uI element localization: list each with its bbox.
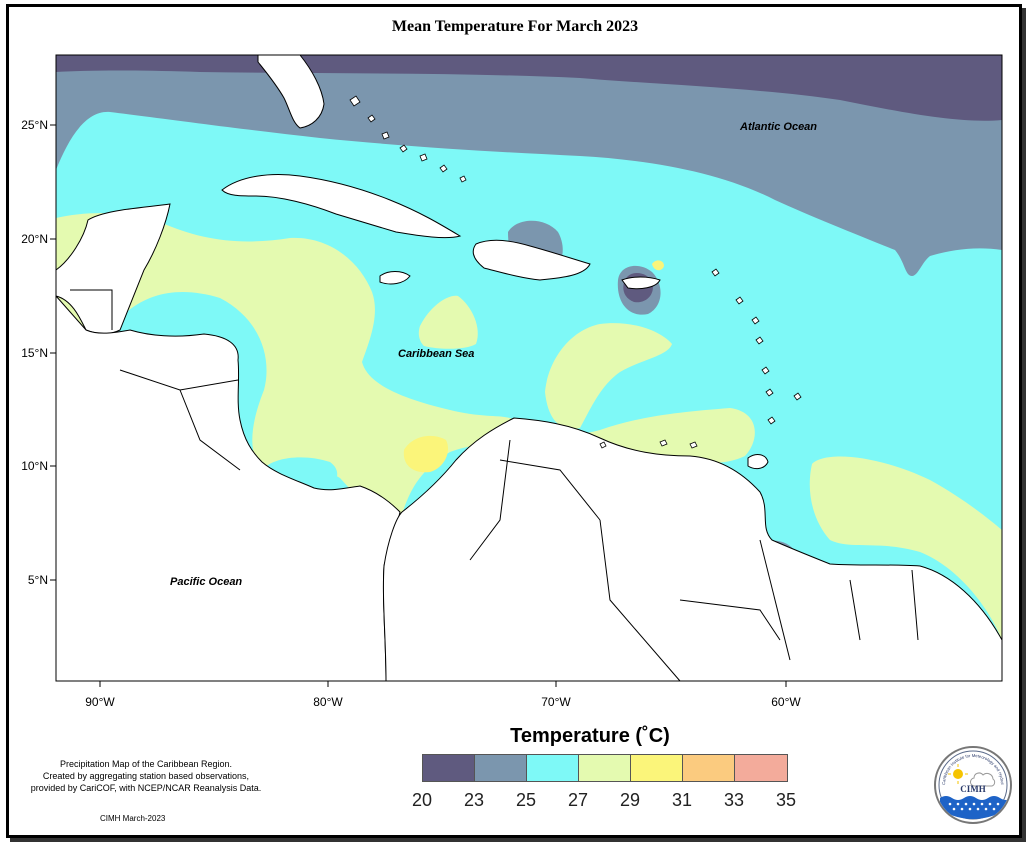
legend-tick-33: 33 [723,790,745,810]
band-27-29-atlantic [809,456,1002,640]
credit-text: CIMH March-2023 [100,814,166,823]
band-29-31-spot [403,435,449,473]
land-florida [257,54,325,129]
note-line-2: Created by aggregating station based obs… [42,771,250,781]
land-jamaica [379,271,411,285]
lon-tick-60: 60°W [771,695,801,709]
note-line-3: provided by CariCOF, with NCEP/NCAR Rean… [30,783,262,793]
map-title: Mean Temperature For March 2023 [391,18,639,35]
legend-title: Temperature (˚C) [510,725,670,747]
legend-swatch-27-29 [579,755,631,781]
small-islands [349,95,802,449]
lat-tick-20: 20°N [21,232,48,246]
legend-swatch-20-23 [423,755,475,781]
legend-swatch-33-35 [735,755,787,781]
cimh-logo: CIMH Caribbean Institute for Meteorology… [934,746,1012,824]
lon-axis: 90°W 80°W 70°W 60°W [85,681,801,709]
lat-tick-10: 10°N [21,459,48,473]
legend-swatch-25-27 [527,755,579,781]
land-south-america [382,417,1003,682]
land-cuba [221,174,462,239]
lon-tick-70: 70°W [541,695,571,709]
legend-swatch-23-25 [475,755,527,781]
band-27-29-island [418,295,478,349]
country-borders [70,289,919,682]
legend-ticks: 20 23 25 27 29 31 33 35 [400,790,820,814]
logo-text: CIMH [960,784,986,794]
lat-tick-5: 5°N [28,573,48,587]
map-axes-box [55,54,1003,682]
lon-tick-90: 90°W [85,695,115,709]
lat-tick-25: 25°N [21,118,48,132]
legend-swatch-29-31 [631,755,683,781]
label-pacific-ocean: Pacific Ocean [170,576,242,588]
legend-tick-27: 27 [567,790,589,810]
lat-tick-15: 15°N [21,346,48,360]
legend-tick-25: 25 [515,790,537,810]
lat-axis: 25°N 20°N 15°N 10°N 5°N [21,118,56,587]
land-trinidad [747,454,769,470]
band-27-29-east [545,323,672,429]
legend-tick-31: 31 [671,790,693,810]
legend-tick-35: 35 [775,790,797,810]
legend-swatch-31-33 [683,755,735,781]
label-atlantic-ocean: Atlantic Ocean [739,121,817,133]
legend-tick-29: 29 [619,790,641,810]
data-source-note: Precipitation Map of the Caribbean Regio… [10,758,282,794]
legend-colorbar [422,754,788,782]
legend-tick-23: 23 [463,790,485,810]
land-puerto-rico [621,276,661,290]
land-masses [55,54,1003,682]
land-hispaniola [472,239,591,281]
label-caribbean-sea: Caribbean Sea [398,348,474,360]
lon-tick-80: 80°W [313,695,343,709]
cimh-logo-icon: CIMH Caribbean Institute for Meteorology… [936,748,1010,820]
legend-tick-20: 20 [411,790,433,810]
band-29-31-dot [652,260,664,271]
note-line-1: Precipitation Map of the Caribbean Regio… [59,759,233,769]
